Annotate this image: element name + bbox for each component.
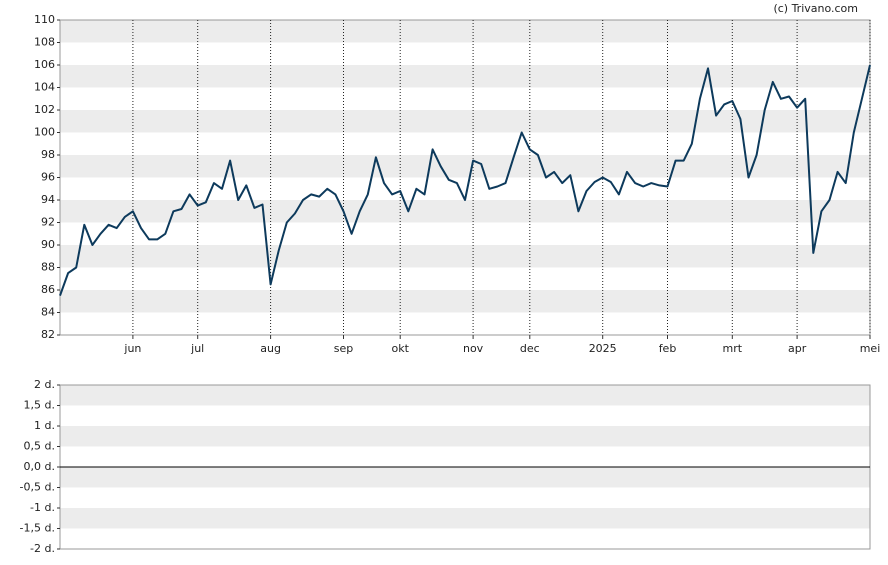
grid-band: [60, 290, 870, 313]
x-tick-label: jul: [190, 342, 204, 355]
y-tick-label: 1 d.: [34, 419, 55, 432]
y-tick-label: 82: [41, 328, 55, 341]
y-tick-label: 2 d.: [34, 378, 55, 391]
x-tick-label: mei: [860, 342, 881, 355]
grid-band: [60, 426, 870, 447]
grid-band: [60, 245, 870, 268]
y-tick-label: 92: [41, 216, 55, 229]
y-tick-label: -1 d.: [30, 501, 55, 514]
x-tick-label: sep: [334, 342, 353, 355]
source: (c) Trivano.com: [773, 2, 858, 15]
y-tick-label: 88: [41, 261, 55, 274]
x-tick-label: mrt: [723, 342, 743, 355]
y-tick-label: 110: [34, 13, 55, 26]
y-tick-label: 108: [34, 36, 55, 49]
x-tick-label: dec: [520, 342, 540, 355]
y-tick-label: -2 d.: [30, 542, 55, 555]
y-tick-label: 0,0 d.: [24, 460, 55, 473]
y-tick-label: 84: [41, 306, 55, 319]
y-tick-label: 96: [41, 171, 55, 184]
price-line: [59, 64, 871, 296]
y-tick-label: 94: [41, 193, 55, 206]
grid-band: [60, 20, 870, 43]
x-tick-label: 2025: [589, 342, 617, 355]
y-tick-label: 100: [34, 126, 55, 139]
x-tick-label: aug: [260, 342, 281, 355]
y-tick-label: 0,5 d.: [24, 440, 55, 453]
grid-band: [60, 385, 870, 406]
x-tick-label: feb: [659, 342, 677, 355]
grid-band: [60, 155, 870, 178]
y-tick-label: 106: [34, 58, 55, 71]
y-tick-label: 90: [41, 238, 55, 251]
x-tick-label: apr: [788, 342, 807, 355]
x-tick-label: okt: [391, 342, 409, 355]
x-tick-label: nov: [463, 342, 484, 355]
y-tick-label: 98: [41, 148, 55, 161]
grid-band: [60, 467, 870, 488]
y-tick-label: 86: [41, 283, 55, 296]
grid-band: [60, 110, 870, 133]
grid-band: [60, 200, 870, 223]
grid-band: [60, 508, 870, 529]
y-tick-label: 104: [34, 81, 55, 94]
grid-band: [60, 65, 870, 88]
x-tick-label: jun: [123, 342, 141, 355]
y-tick-label: 1,5 d.: [24, 399, 55, 412]
y-tick-label: -0,5 d.: [20, 481, 55, 494]
y-tick-label: -1,5 d.: [20, 522, 55, 535]
y-tick-label: 102: [34, 103, 55, 116]
